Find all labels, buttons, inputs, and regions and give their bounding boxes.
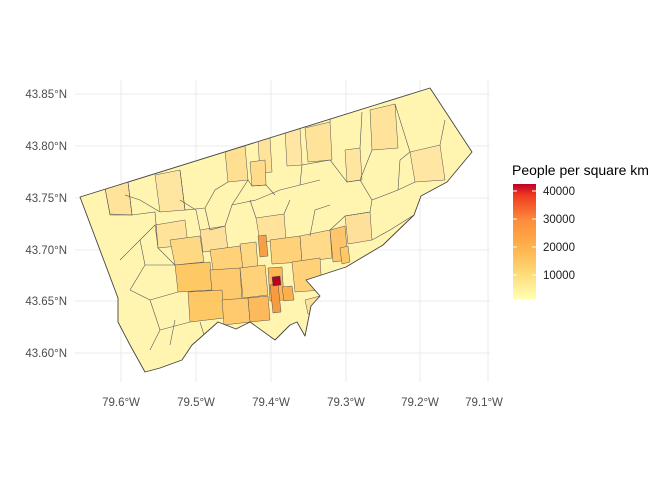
neighbourhood-boundaries xyxy=(104,94,446,351)
legend: People per square km 40000 30000 20000 1… xyxy=(512,162,649,299)
legend-tick-label: 20000 xyxy=(543,242,575,254)
boundary xyxy=(131,211,176,266)
boundary xyxy=(439,119,446,146)
boundary xyxy=(299,99,303,129)
y-tick-label: 43.75°N xyxy=(25,193,67,205)
boundary xyxy=(249,199,257,219)
neighbourhood xyxy=(369,103,399,151)
legend-ticks xyxy=(513,190,536,276)
boundary xyxy=(394,103,411,153)
boundary xyxy=(159,321,191,331)
neighbourhood xyxy=(174,261,213,293)
x-tick-label: 79.2°W xyxy=(401,397,439,409)
neighbourhood xyxy=(224,145,249,183)
neighbourhood xyxy=(304,121,333,163)
neighbourhood xyxy=(271,275,282,287)
x-axis: 79.6°W 79.5°W 79.4°W 79.3°W 79.2°W 79.1°… xyxy=(102,397,503,409)
neighbourhood xyxy=(239,241,259,271)
boundary xyxy=(329,199,373,231)
boundary xyxy=(397,151,411,191)
x-tick-label: 79.6°W xyxy=(102,397,140,409)
boundary xyxy=(371,214,415,241)
x-tick-label: 79.4°W xyxy=(252,397,290,409)
boundary xyxy=(231,179,321,206)
neighbourhood xyxy=(221,297,251,326)
legend-tick-label: 10000 xyxy=(543,270,575,282)
y-axis: 43.85°N 43.80°N 43.75°N 43.70°N 43.65°N … xyxy=(25,89,67,360)
neighbourhood xyxy=(249,159,267,187)
boundary xyxy=(104,181,133,216)
neighbourhood xyxy=(269,235,303,265)
neighbourhood xyxy=(247,295,271,323)
legend-tick-label: 40000 xyxy=(543,186,575,198)
boundary xyxy=(129,289,161,351)
neighbourhood xyxy=(299,229,333,263)
y-tick-label: 43.70°N xyxy=(25,245,67,257)
neighbourhood xyxy=(187,289,225,323)
neighbourhood xyxy=(344,147,363,183)
boundary xyxy=(283,199,291,215)
x-tick-label: 79.1°W xyxy=(465,397,503,409)
boundary xyxy=(309,204,331,237)
neighbourhood xyxy=(239,264,269,299)
neighbourhood xyxy=(284,127,303,167)
x-tick-label: 79.3°W xyxy=(327,397,365,409)
y-tick-label: 43.60°N xyxy=(25,348,67,360)
boundary xyxy=(179,199,201,231)
boundary xyxy=(247,179,276,196)
boundary xyxy=(359,179,416,201)
y-tick-label: 43.80°N xyxy=(25,141,67,153)
boundary xyxy=(124,194,161,213)
neighbourhood xyxy=(291,257,323,293)
legend-title: People per square km xyxy=(512,162,649,178)
boundary xyxy=(299,149,373,186)
boundary xyxy=(244,114,247,147)
neighbourhood xyxy=(257,234,269,258)
city-outline xyxy=(79,87,473,373)
y-tick-label: 43.85°N xyxy=(25,89,67,101)
boundary xyxy=(169,319,176,346)
neighbourhood xyxy=(409,144,446,183)
boundary xyxy=(149,291,179,301)
y-tick-label: 43.65°N xyxy=(25,296,67,308)
city-map xyxy=(79,87,473,373)
legend-colorbar xyxy=(513,184,536,299)
neighbourhood xyxy=(281,285,295,302)
neighbourhood xyxy=(169,235,205,266)
boundary xyxy=(359,111,363,149)
legend-tick-label: 30000 xyxy=(543,214,575,226)
x-tick-label: 79.5°W xyxy=(177,397,215,409)
boundary xyxy=(204,179,249,231)
neighbourhood xyxy=(344,211,373,245)
neighbourhood xyxy=(339,245,351,265)
